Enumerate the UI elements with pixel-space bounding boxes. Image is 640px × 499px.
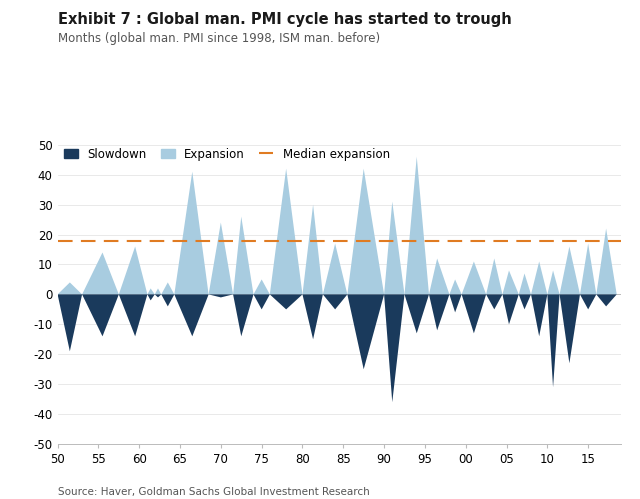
Polygon shape xyxy=(449,294,461,312)
Polygon shape xyxy=(270,169,303,294)
Polygon shape xyxy=(559,294,580,363)
Polygon shape xyxy=(596,229,617,294)
Polygon shape xyxy=(531,261,547,294)
Polygon shape xyxy=(348,169,384,294)
Polygon shape xyxy=(161,294,174,306)
Polygon shape xyxy=(429,258,449,294)
Polygon shape xyxy=(147,288,155,294)
Polygon shape xyxy=(547,270,559,294)
Polygon shape xyxy=(303,205,323,294)
Polygon shape xyxy=(580,244,596,294)
Polygon shape xyxy=(174,172,209,294)
Polygon shape xyxy=(58,294,82,351)
Polygon shape xyxy=(119,247,147,294)
Polygon shape xyxy=(209,294,233,297)
Polygon shape xyxy=(253,279,270,294)
Polygon shape xyxy=(384,202,404,294)
Polygon shape xyxy=(486,258,502,294)
Polygon shape xyxy=(253,294,270,309)
Polygon shape xyxy=(502,294,519,324)
Polygon shape xyxy=(502,270,519,294)
Polygon shape xyxy=(580,294,596,309)
Polygon shape xyxy=(174,294,209,336)
Polygon shape xyxy=(384,294,404,402)
Polygon shape xyxy=(233,294,253,336)
Polygon shape xyxy=(404,157,429,294)
Polygon shape xyxy=(449,279,461,294)
Polygon shape xyxy=(323,244,348,294)
Polygon shape xyxy=(323,294,348,309)
Legend: Slowdown, Expansion, Median expansion: Slowdown, Expansion, Median expansion xyxy=(63,148,390,161)
Polygon shape xyxy=(119,294,147,336)
Polygon shape xyxy=(58,282,82,294)
Polygon shape xyxy=(233,217,253,294)
Polygon shape xyxy=(547,294,559,387)
Polygon shape xyxy=(82,252,119,294)
Polygon shape xyxy=(161,282,174,294)
Polygon shape xyxy=(270,294,303,309)
Polygon shape xyxy=(147,294,155,300)
Polygon shape xyxy=(519,294,531,309)
Polygon shape xyxy=(209,223,233,294)
Polygon shape xyxy=(155,294,161,297)
Text: Months (global man. PMI since 1998, ISM man. before): Months (global man. PMI since 1998, ISM … xyxy=(58,32,380,45)
Polygon shape xyxy=(486,294,502,309)
Polygon shape xyxy=(559,247,580,294)
Text: Exhibit 7 : Global man. PMI cycle has started to trough: Exhibit 7 : Global man. PMI cycle has st… xyxy=(58,12,511,27)
Polygon shape xyxy=(348,294,384,369)
Polygon shape xyxy=(303,294,323,339)
Polygon shape xyxy=(531,294,547,336)
Polygon shape xyxy=(155,288,161,294)
Polygon shape xyxy=(519,273,531,294)
Polygon shape xyxy=(461,294,486,333)
Text: Source: Haver, Goldman Sachs Global Investment Research: Source: Haver, Goldman Sachs Global Inve… xyxy=(58,487,369,497)
Polygon shape xyxy=(461,261,486,294)
Polygon shape xyxy=(404,294,429,333)
Polygon shape xyxy=(82,294,119,336)
Polygon shape xyxy=(596,294,617,306)
Polygon shape xyxy=(429,294,449,330)
